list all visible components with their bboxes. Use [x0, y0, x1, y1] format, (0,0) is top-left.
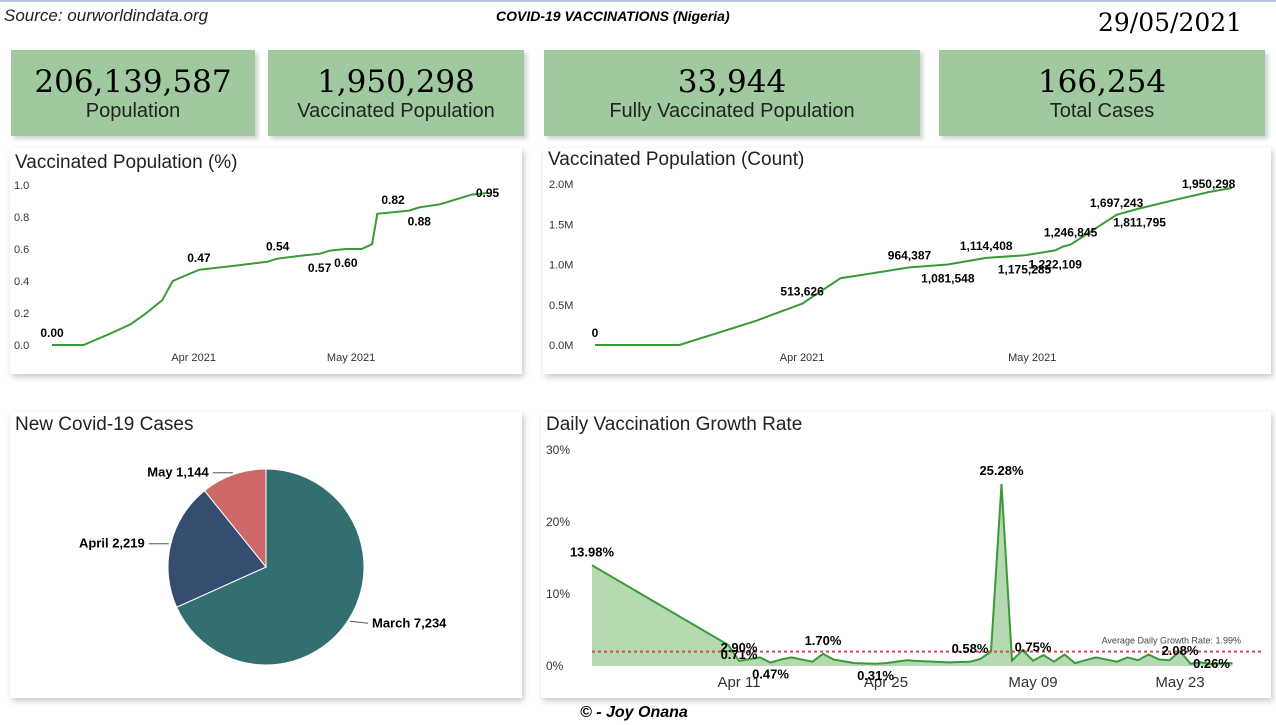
data-label: 25.28% — [979, 463, 1024, 478]
daily-growth-rate-chart[interactable]: 0% 10% 20% 30% Apr 11 Apr 25 May 09 May 23 Avera… — [541, 412, 1271, 698]
area-fill — [592, 484, 1233, 666]
data-label: 964,387 — [888, 248, 932, 262]
kpi-label: Total Cases — [1049, 100, 1155, 122]
new-cases-pie-chart[interactable]: March 7,234 April 2,219 May 1,144 New Covi… — [10, 412, 522, 698]
chart-canvas: 0.0M 0.5M 1.0M 1.5M 2.0M Apr 2021 May 2021 0 513… — [549, 177, 1236, 364]
x-tick-label: Apr 11 — [717, 674, 760, 691]
data-label: 0 — [592, 326, 599, 340]
chart-canvas: 0% 10% 20% 30% Apr 11 Apr 25 May 09 May 23 Avera… — [546, 443, 1263, 691]
data-label: 1,222,109 — [1029, 257, 1083, 271]
x-tick-label: May 2021 — [1008, 352, 1056, 364]
kpi-card-vaccinated[interactable]: 1,950,298 Vaccinated Population — [268, 50, 524, 136]
y-tick-label: 1.5M — [549, 219, 573, 231]
x-tick-label: May 09 — [1008, 674, 1057, 691]
vaccinated-count-chart[interactable]: 0.0M 0.5M 1.0M 1.5M 2.0M Apr 2021 May 2021 0 513… — [543, 148, 1271, 374]
y-tick-label: 0.6 — [14, 244, 29, 256]
x-tick-label: May 2021 — [327, 352, 375, 364]
chart-canvas: March 7,234 April 2,219 May 1,144 — [79, 465, 447, 666]
kpi-value: 206,139,587 — [34, 64, 232, 100]
kpi-value: 33,944 — [677, 64, 787, 100]
pie-slice — [167, 489, 267, 608]
y-tick-label: 20% — [546, 515, 570, 529]
y-tick-label: 30% — [546, 443, 570, 457]
report-date: 29/05/2021 — [1098, 8, 1243, 37]
slice-label: March 7,234 — [372, 615, 447, 630]
chart-canvas: 0.0 0.2 0.4 0.6 0.8 1.0 Apr 2021 May 2021 0.00 0.… — [14, 180, 500, 364]
data-label: 0.95 — [476, 186, 500, 200]
data-line — [595, 187, 1232, 346]
chart-title: Daily Vaccination Growth Rate — [546, 414, 803, 435]
kpi-card-population[interactable]: 206,139,587 Population — [11, 50, 255, 136]
y-tick-label: 1.0M — [549, 260, 573, 272]
y-tick-label: 0% — [546, 659, 564, 673]
x-tick-label: Apr 2021 — [171, 352, 216, 364]
slice-label: April 2,219 — [79, 536, 145, 551]
data-label: 0.54 — [266, 240, 290, 254]
chart-title: Vaccinated Population (Count) — [548, 149, 805, 170]
kpi-value: 166,254 — [1037, 64, 1167, 100]
data-label: 0.57 — [308, 261, 332, 275]
kpi-card-total-cases[interactable]: 166,254 Total Cases — [939, 50, 1265, 136]
vaccinated-percent-chart[interactable]: 0.0 0.2 0.4 0.6 0.8 1.0 Apr 2021 May 2021 0.00 0.… — [10, 148, 522, 374]
data-label: 13.98% — [570, 544, 615, 559]
y-tick-label: 0.2 — [14, 308, 29, 320]
source-text: Source: ourworldindata.org — [4, 6, 209, 25]
y-tick-label: 0.0M — [549, 340, 573, 352]
dashboard-title: COVID-19 VACCINATIONS (Nigeria) — [496, 8, 730, 24]
kpi-label: Population — [85, 100, 181, 122]
footer-credit: © - Joy Onana — [580, 704, 688, 721]
data-label: 513,626 — [780, 285, 824, 299]
kpi-label: Fully Vaccinated Population — [609, 100, 855, 122]
data-label: 0.31% — [857, 668, 894, 683]
kpi-value: 1,950,298 — [317, 64, 475, 100]
data-label: 0.88 — [408, 214, 432, 228]
data-label: 0.71% — [721, 647, 758, 662]
y-tick-label: 0.5M — [549, 300, 573, 312]
y-tick-label: 0.0 — [14, 340, 29, 352]
kpi-label: Vaccinated Population — [297, 100, 495, 122]
data-label: 0.82 — [381, 193, 405, 207]
y-tick-label: 0.8 — [14, 212, 29, 224]
y-tick-label: 0.4 — [14, 276, 29, 288]
pie-slice — [175, 468, 365, 666]
data-label: 0.47% — [752, 667, 789, 682]
y-tick-label: 1.0 — [14, 180, 29, 192]
kpi-card-fully-vaccinated[interactable]: 33,944 Fully Vaccinated Population — [544, 50, 920, 136]
pie-slice — [203, 468, 267, 569]
data-label: 1,950,298 — [1182, 177, 1236, 191]
data-label: 0.26% — [1193, 656, 1230, 671]
y-tick-label: 10% — [546, 587, 570, 601]
x-tick-label: Apr 25 — [864, 674, 908, 691]
top-border — [0, 0, 1276, 2]
x-tick-label: Apr 2021 — [780, 352, 825, 364]
data-label: 1.70% — [805, 633, 842, 648]
average-label: Average Daily Growth Rate: 1.99% — [1102, 636, 1241, 646]
chart-title: New Covid-19 Cases — [15, 414, 194, 435]
data-label: 1,114,408 — [960, 239, 1013, 253]
data-label: 2.90% — [721, 640, 758, 655]
data-label: 0.60 — [334, 256, 358, 270]
data-label: 1,246,845 — [1044, 226, 1098, 240]
data-label: 0.00 — [40, 326, 64, 340]
data-label: 1,811,795 — [1113, 215, 1166, 229]
data-label: 1,697,243 — [1090, 196, 1144, 210]
data-label: 1,081,548 — [921, 272, 975, 286]
data-label: 0.58% — [952, 641, 989, 656]
chart-title: Vaccinated Population (%) — [15, 152, 238, 173]
leader-line — [349, 620, 369, 624]
y-tick-label: 2.0M — [549, 179, 573, 191]
data-label: 0.75% — [1015, 640, 1052, 655]
slice-label: May 1,144 — [147, 465, 209, 480]
x-tick-label: May 23 — [1155, 674, 1204, 691]
data-label: 1,175,285 — [998, 262, 1052, 276]
data-label: 0.47 — [187, 251, 211, 265]
data-label: 2.08% — [1162, 643, 1199, 658]
